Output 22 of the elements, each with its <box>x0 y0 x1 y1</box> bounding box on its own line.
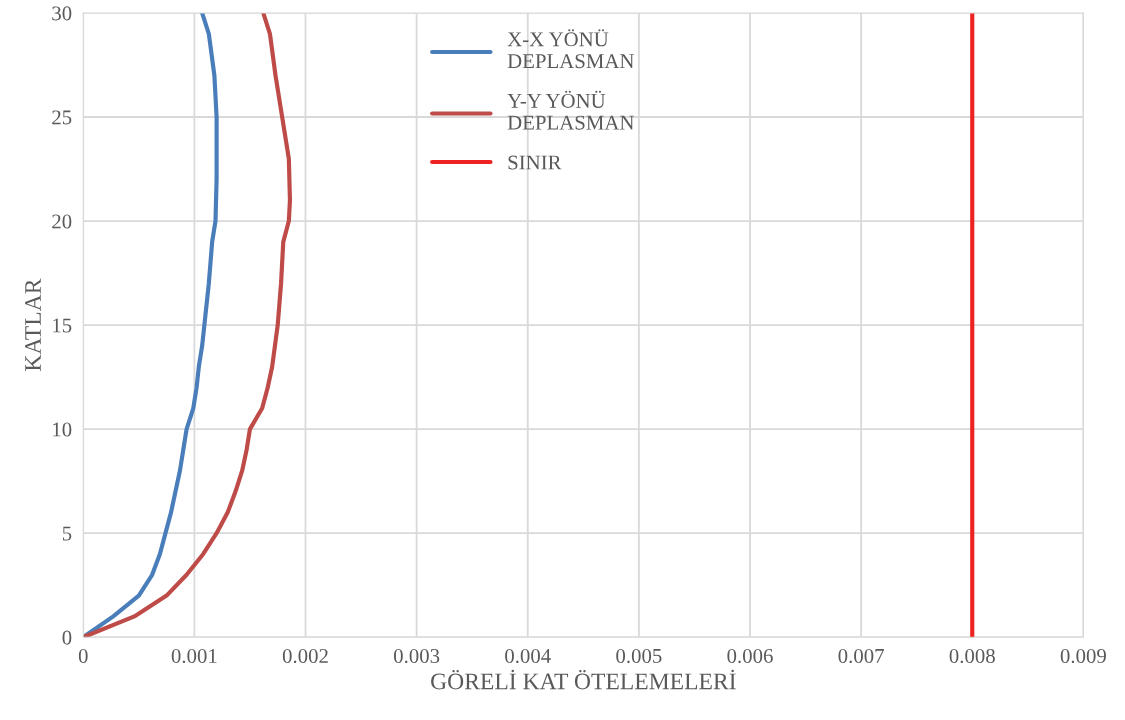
y-tick-label: 20 <box>52 214 72 229</box>
x-tick-label: 0.009 <box>1060 648 1106 664</box>
legend-label: Y-Y YÖNÜ DEPLASMAN <box>507 90 634 130</box>
legend-label: SINIR <box>508 155 562 170</box>
y-tick-label: 15 <box>53 318 72 333</box>
y-tick-label: 5 <box>62 526 72 541</box>
y-tick-label: 30 <box>52 6 72 21</box>
x-tick-label: 0 <box>78 648 88 663</box>
y-axis-title: KATLAR <box>25 278 41 371</box>
x-axis-title: GÖRELİ KAT ÖTELEMELERİ <box>431 669 736 690</box>
x-tick-label: 0.001 <box>171 648 217 664</box>
x-tick-label: 0.002 <box>282 648 328 664</box>
y-tick-label: 0 <box>62 630 72 645</box>
y-tick-label: 25 <box>52 110 72 125</box>
x-tick-label: 0.004 <box>505 648 551 664</box>
x-tick-label: 0.006 <box>727 648 773 664</box>
x-tick-label: 0.005 <box>616 648 662 664</box>
legend-label: X-X YÖNÜ DEPLASMAN <box>507 29 634 69</box>
x-tick-label: 0.008 <box>949 648 995 664</box>
y-tick-label: 10 <box>53 422 72 437</box>
x-tick-label: 0.007 <box>838 648 884 664</box>
x-tick-label: 0.003 <box>393 648 440 664</box>
